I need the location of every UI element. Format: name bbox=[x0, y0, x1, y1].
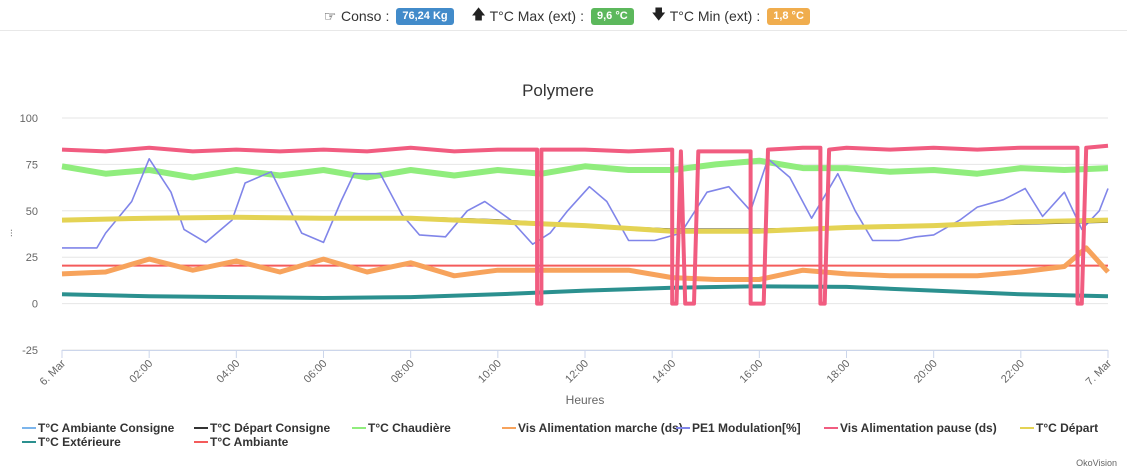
max-temp-colon: : bbox=[580, 8, 584, 24]
x-tick-label: 20:00 bbox=[912, 358, 940, 386]
legend-label: PE1 Modulation[%] bbox=[692, 421, 801, 435]
line-chart: -25 0 25 50 75 100... 6. Mar 02:00 04:00 06:00 08:… bbox=[4, 81, 1115, 449]
x-tick-label: 16:00 bbox=[738, 358, 766, 386]
conso-colon: : bbox=[385, 8, 390, 24]
series-line-t-c-ext-rieure bbox=[61, 284, 1109, 300]
min-temp-stat: 🡇 T°C Min (ext) : 1,8 °C bbox=[651, 4, 810, 28]
max-temp-badge: 9,6 °C bbox=[591, 7, 634, 25]
y-tick-label: 75 bbox=[26, 159, 38, 171]
legend-item[interactable]: T°C Départ bbox=[1020, 421, 1098, 435]
x-tick-label: 08:00 bbox=[389, 358, 417, 386]
min-temp-colon: : bbox=[756, 8, 761, 24]
footer-brand: OkoVision bbox=[1076, 458, 1117, 468]
arrow-down-icon: 🡇 bbox=[651, 6, 666, 22]
legend-label: Vis Alimentation pause (ds) bbox=[840, 421, 997, 435]
x-tick-label: 06:00 bbox=[302, 358, 330, 386]
max-temp-label: T°C Max (ext) bbox=[489, 8, 577, 24]
y-tick-label: 25 bbox=[26, 252, 38, 264]
conso-stat: ☞ Conso : 76,24 Kg bbox=[322, 7, 454, 25]
max-temp-stat: 🡅 T°C Max (ext) : 9,6 °C bbox=[471, 4, 634, 28]
legend-label: Vis Alimentation marche (ds) bbox=[518, 421, 683, 435]
legend-item[interactable]: Vis Alimentation marche (ds) bbox=[502, 421, 683, 435]
legend-item[interactable]: T°C Chaudière bbox=[352, 421, 451, 435]
x-tick-label: 02:00 bbox=[127, 358, 155, 386]
legend-label: T°C Chaudière bbox=[368, 421, 451, 435]
x-tick-label: 18:00 bbox=[825, 358, 853, 386]
legend-label: T°C Extérieure bbox=[38, 435, 121, 449]
legend-item[interactable]: T°C Ambiante Consigne bbox=[22, 421, 175, 435]
y-tick-label: -25 bbox=[22, 345, 38, 357]
series-line-t-c-d-part bbox=[61, 214, 1109, 234]
series-line-vis-alimentation-pause-ds- bbox=[61, 143, 1109, 306]
legend-item[interactable]: Vis Alimentation pause (ds) bbox=[824, 421, 997, 435]
x-tick-label: 12:00 bbox=[563, 358, 591, 386]
x-tick-label: 22:00 bbox=[999, 358, 1027, 386]
legend-label: T°C Départ Consigne bbox=[210, 421, 330, 435]
min-temp-label: T°C Min (ext) bbox=[669, 8, 753, 24]
legend-label: T°C Ambiante Consigne bbox=[38, 421, 175, 435]
legend-item[interactable]: T°C Ambiante bbox=[194, 435, 289, 449]
min-temp-badge: 1,8 °C bbox=[767, 7, 810, 25]
hand-pointer-icon: ☞ bbox=[323, 7, 337, 24]
series-line-t-c-chaudi-re bbox=[61, 157, 1109, 181]
x-axis-title: Heures bbox=[566, 393, 605, 407]
conso-badge: 76,24 Kg bbox=[396, 7, 454, 25]
x-tick-label: 04:00 bbox=[215, 358, 243, 386]
x-tick-label: 7. Mar bbox=[1084, 357, 1115, 388]
legend-label: T°C Départ bbox=[1036, 421, 1098, 435]
y-axis-label: ... bbox=[4, 229, 15, 237]
conso-label: Conso bbox=[341, 8, 382, 24]
legend-item[interactable]: T°C Extérieure bbox=[22, 435, 121, 449]
arrow-up-icon: 🡅 bbox=[471, 6, 486, 22]
x-tick-label: 14:00 bbox=[650, 358, 678, 386]
legend-label: T°C Ambiante bbox=[210, 435, 289, 449]
series-line-vis-alimentation-marche-ds- bbox=[61, 245, 1110, 282]
legend-item[interactable]: T°C Départ Consigne bbox=[194, 421, 330, 435]
stats-bar: ☞ Conso : 76,24 Kg 🡅 T°C Max (ext) : 9,6… bbox=[0, 0, 1127, 31]
y-tick-label: 50 bbox=[26, 206, 38, 218]
x-tick-label: 10:00 bbox=[476, 358, 504, 386]
chart-title: Polymere bbox=[522, 81, 594, 100]
y-tick-label: 0 bbox=[32, 299, 38, 311]
legend-item[interactable]: PE1 Modulation[%] bbox=[676, 421, 801, 435]
y-tick-label: 100 bbox=[20, 113, 38, 125]
stats-row: ☞ Conso : 76,24 Kg 🡅 T°C Max (ext) : 9,6… bbox=[322, 4, 827, 28]
x-tick-label: 6. Mar bbox=[38, 357, 69, 388]
